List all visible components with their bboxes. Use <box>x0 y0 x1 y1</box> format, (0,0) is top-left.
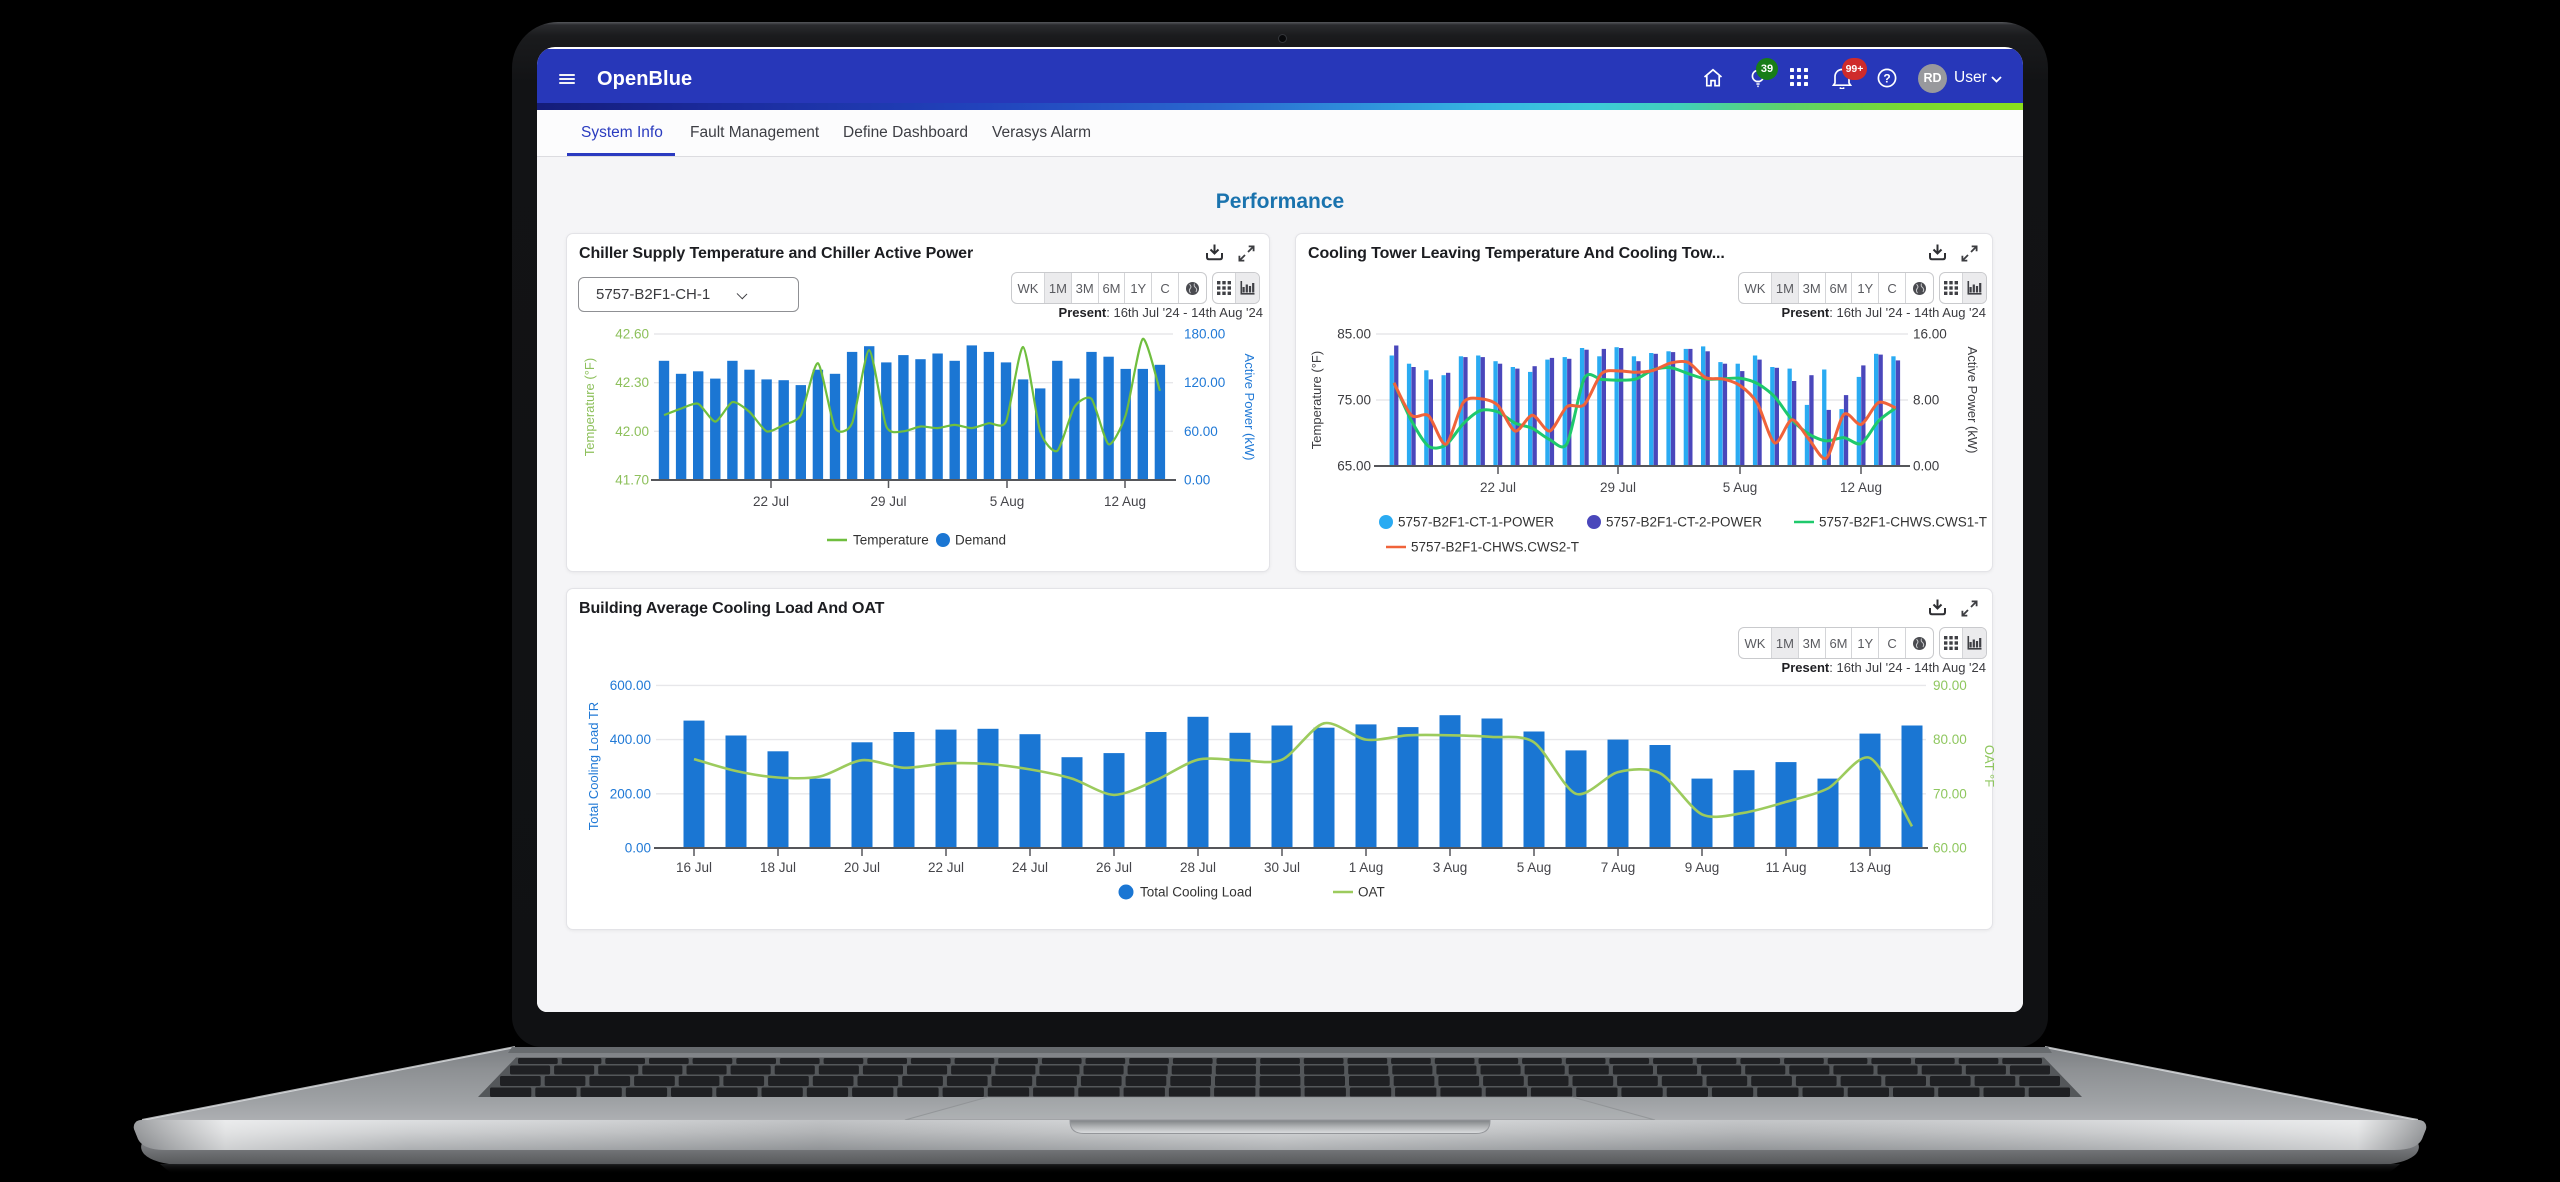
svg-text:12 Aug: 12 Aug <box>1104 494 1146 509</box>
svg-text:0.00: 0.00 <box>625 841 651 856</box>
svg-text:180.00: 180.00 <box>1184 327 1225 342</box>
svg-text:16 Jul: 16 Jul <box>676 860 712 875</box>
svg-text:600.00: 600.00 <box>610 678 651 693</box>
svg-text:3 Aug: 3 Aug <box>1433 860 1468 875</box>
svg-text:85.00: 85.00 <box>1337 327 1371 342</box>
svg-text:22 Jul: 22 Jul <box>1480 480 1516 495</box>
svg-text:16.00: 16.00 <box>1913 327 1947 342</box>
svg-text:11 Aug: 11 Aug <box>1765 860 1806 875</box>
svg-text:42.60: 42.60 <box>615 327 649 342</box>
svg-text:OAT °F: OAT °F <box>1982 745 1994 787</box>
svg-text:29 Jul: 29 Jul <box>870 494 906 509</box>
svg-text:?: ? <box>1883 71 1890 85</box>
svg-text:Temperature (°F): Temperature (°F) <box>1309 351 1324 449</box>
svg-text:65.00: 65.00 <box>1337 459 1371 474</box>
svg-text:24 Jul: 24 Jul <box>1012 860 1048 875</box>
svg-text:Temperature (°F): Temperature (°F) <box>582 358 597 456</box>
svg-text:12 Aug: 12 Aug <box>1840 480 1882 495</box>
svg-text:5 Aug: 5 Aug <box>1723 480 1758 495</box>
svg-text:70.00: 70.00 <box>1933 786 1967 801</box>
svg-text:80.00: 80.00 <box>1933 732 1967 747</box>
svg-text:Total Cooling Load: Total Cooling Load <box>1140 885 1252 900</box>
svg-text:5 Aug: 5 Aug <box>990 494 1025 509</box>
svg-text:200.00: 200.00 <box>610 786 651 801</box>
svg-text:13 Aug: 13 Aug <box>1849 860 1891 875</box>
svg-text:1 Aug: 1 Aug <box>1349 860 1384 875</box>
svg-text:60.00: 60.00 <box>1933 841 1967 856</box>
svg-text:60.00: 60.00 <box>1184 424 1218 439</box>
svg-text:5757-B2F1-CHWS.CWS2-T: 5757-B2F1-CHWS.CWS2-T <box>1411 540 1579 555</box>
svg-text:42.30: 42.30 <box>615 375 649 390</box>
svg-text:75.00: 75.00 <box>1337 393 1371 408</box>
svg-text:Demand: Demand <box>955 533 1006 548</box>
svg-text:Active Power (kW): Active Power (kW) <box>1242 354 1257 461</box>
svg-text:5757-B2F1-CT-2-POWER: 5757-B2F1-CT-2-POWER <box>1606 515 1762 530</box>
svg-text:26 Jul: 26 Jul <box>1096 860 1132 875</box>
svg-text:8.00: 8.00 <box>1913 393 1939 408</box>
svg-text:22 Jul: 22 Jul <box>753 494 789 509</box>
svg-text:42.00: 42.00 <box>615 424 649 439</box>
svg-text:0.00: 0.00 <box>1913 459 1939 474</box>
svg-text:Temperature: Temperature <box>853 533 929 548</box>
svg-text:41.70: 41.70 <box>615 473 649 488</box>
svg-text:30 Jul: 30 Jul <box>1264 860 1300 875</box>
svg-text:5757-B2F1-CT-1-POWER: 5757-B2F1-CT-1-POWER <box>1398 515 1554 530</box>
svg-text:90.00: 90.00 <box>1933 678 1967 693</box>
svg-text:5757-B2F1-CHWS.CWS1-T: 5757-B2F1-CHWS.CWS1-T <box>1819 515 1987 530</box>
svg-text:120.00: 120.00 <box>1184 375 1225 390</box>
svg-text:22 Jul: 22 Jul <box>928 860 964 875</box>
svg-text:OAT: OAT <box>1358 885 1385 900</box>
svg-text:9 Aug: 9 Aug <box>1685 860 1720 875</box>
svg-text:18 Jul: 18 Jul <box>760 860 796 875</box>
svg-text:Total Cooling Load TR: Total Cooling Load TR <box>586 702 601 830</box>
svg-text:28 Jul: 28 Jul <box>1180 860 1216 875</box>
svg-text:20 Jul: 20 Jul <box>844 860 880 875</box>
svg-text:5 Aug: 5 Aug <box>1517 860 1552 875</box>
svg-text:0.00: 0.00 <box>1184 473 1210 488</box>
svg-text:29 Jul: 29 Jul <box>1600 480 1636 495</box>
svg-text:Active Power (kW): Active Power (kW) <box>1965 347 1980 454</box>
svg-text:400.00: 400.00 <box>610 732 651 747</box>
svg-text:7 Aug: 7 Aug <box>1601 860 1636 875</box>
